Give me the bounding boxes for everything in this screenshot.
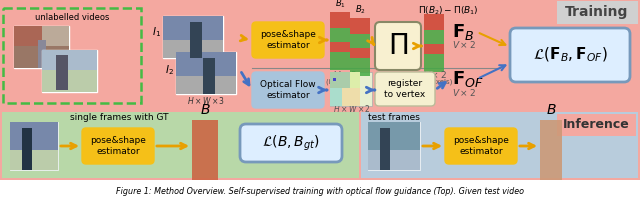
Bar [10,122,58,150]
Text: $B_2$: $B_2$ [355,4,365,16]
Bar [540,136,562,150]
Bar [368,122,420,170]
Bar [330,72,350,88]
Text: Figure 1: Method Overview. Self-supervised training with optical flow guidance (: Figure 1: Method Overview. Self-supervis… [116,188,524,196]
Text: $\mathbf{F}_B$: $\mathbf{F}_B$ [452,22,474,42]
Bar [38,40,46,68]
Text: $B_1$: $B_1$ [335,0,346,10]
Bar [424,54,444,72]
Bar [424,30,444,44]
Text: $B$: $B$ [200,103,211,117]
Bar [330,28,350,42]
Text: $\mathbf{F}_{OF}$: $\mathbf{F}_{OF}$ [452,69,484,89]
Text: pose&shape
estimator: pose&shape estimator [260,30,316,50]
Bar [2,112,359,178]
Bar [14,26,69,68]
Bar [176,52,236,94]
Text: Inference: Inference [563,118,629,131]
Text: $V \times 3$: $V \times 3$ [333,69,357,81]
Text: $V \times 2$: $V \times 2$ [452,39,476,50]
Bar [333,78,336,81]
Text: register
to vertex: register to vertex [385,79,426,99]
Bar [557,1,638,24]
Bar [3,8,141,103]
Text: $B$: $B$ [546,103,556,117]
Text: $H \times W \times 2$: $H \times W \times 2$ [333,104,371,114]
Bar [424,14,444,30]
Bar [22,128,32,170]
Bar [330,42,350,52]
Bar [42,70,97,92]
Bar [540,150,562,162]
Bar [350,18,370,34]
Bar [330,52,350,70]
Bar [342,88,360,106]
Text: unlabelled videos: unlabelled videos [35,13,109,23]
Bar [163,16,223,40]
Bar [350,34,370,48]
Bar [14,46,69,68]
Bar [163,16,223,58]
Bar [380,128,390,170]
Text: pose&shape
estimator: pose&shape estimator [453,136,509,156]
Bar [330,88,342,106]
Bar [42,50,97,92]
Text: $\Pi(B_2) - \Pi(B_1)$: $\Pi(B_2) - \Pi(B_1)$ [418,5,478,17]
Bar [368,150,420,170]
Text: $I_1$: $I_1$ [152,25,161,39]
Bar [540,162,562,180]
Bar [424,44,444,54]
FancyBboxPatch shape [375,72,435,106]
Bar [10,122,58,170]
Text: $I_2$: $I_2$ [165,63,174,77]
FancyBboxPatch shape [240,124,342,162]
Bar [192,120,218,136]
Bar [190,22,202,58]
Text: $\mathcal{L}(B, B_{gt})$: $\mathcal{L}(B, B_{gt})$ [262,133,320,153]
Bar [540,120,562,136]
Text: (in pixels): (in pixels) [418,79,452,85]
Text: Optical Flow
estimator: Optical Flow estimator [260,80,316,100]
Text: $V \times 2$: $V \times 2$ [452,87,476,97]
Text: (in meters): (in meters) [326,79,364,85]
Bar [176,52,236,76]
Bar [176,76,236,94]
FancyBboxPatch shape [82,128,154,164]
Bar [557,114,636,136]
Bar [192,150,218,162]
Bar [192,136,218,150]
FancyBboxPatch shape [375,22,421,70]
Bar [350,58,370,76]
Bar [42,26,69,46]
Bar [10,150,58,170]
Text: $H \times W \times 3$: $H \times W \times 3$ [187,94,225,106]
Bar [163,40,223,58]
Text: $\mathcal{L}(\mathbf{F}_B, \mathbf{F}_{OF})$: $\mathcal{L}(\mathbf{F}_B, \mathbf{F}_{O… [532,46,607,64]
Bar [361,112,638,178]
FancyBboxPatch shape [252,22,324,58]
Bar [368,122,420,150]
Bar [14,26,42,46]
Bar [350,48,370,58]
Bar [330,72,372,106]
FancyBboxPatch shape [445,128,517,164]
Text: $V \times 2$: $V \times 2$ [423,69,447,81]
Bar [192,162,218,180]
Bar [203,58,215,94]
Bar [330,12,350,28]
FancyBboxPatch shape [510,28,630,82]
Text: $\Pi$: $\Pi$ [388,32,408,60]
FancyBboxPatch shape [252,72,324,108]
Text: single frames with GT: single frames with GT [70,112,168,122]
Bar [350,72,360,88]
Text: Training: Training [565,5,628,19]
Text: pose&shape
estimator: pose&shape estimator [90,136,146,156]
Text: test frames: test frames [368,112,420,122]
Bar [56,55,68,90]
Bar [42,50,97,70]
